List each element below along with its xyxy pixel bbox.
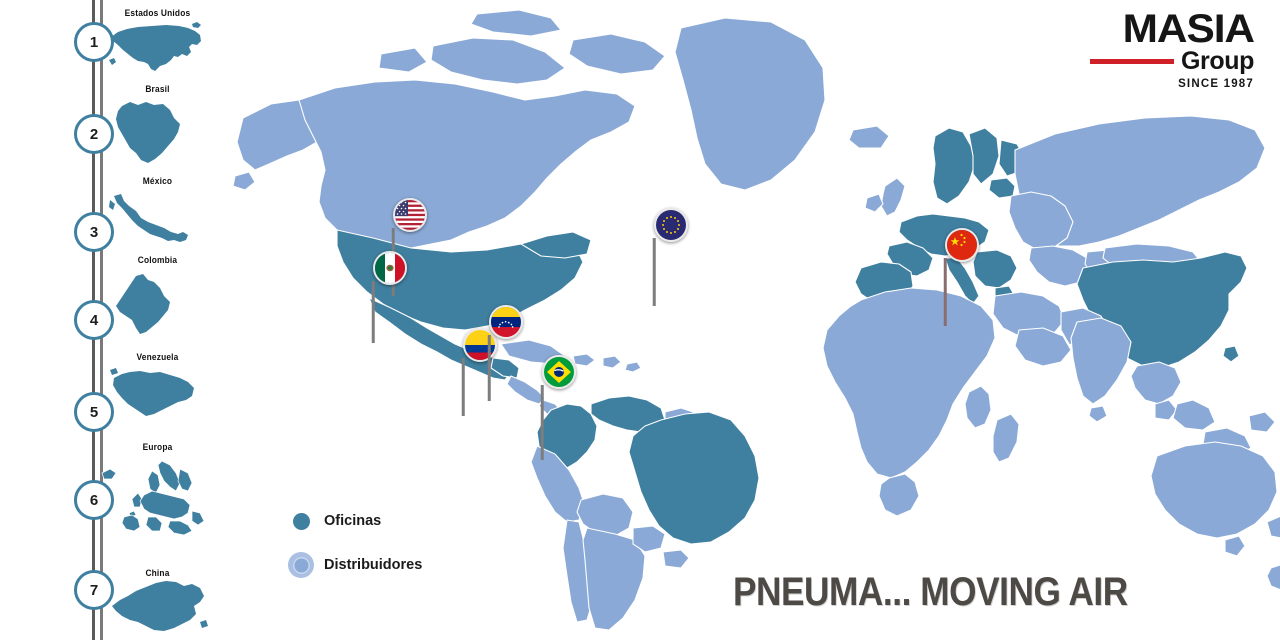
sidebar-label-mexico: México (142, 176, 173, 187)
sidebar-step-6[interactable]: 6 (74, 480, 114, 520)
sidebar-step-4[interactable]: 4 (74, 300, 114, 340)
legend-label-distribuidores: Distribuidores (324, 557, 423, 573)
europe-shape-icon (96, 455, 214, 537)
sidebar-step-3[interactable]: 3 (74, 212, 114, 252)
sidebar-label-estados-unidos: Estados Unidos (124, 8, 191, 19)
sidebar-label-china: China (145, 568, 170, 579)
sidebar-label-brasil: Brasil (145, 84, 170, 95)
flag-mexico-icon (373, 251, 407, 285)
pin-stick (487, 335, 491, 401)
logo-second-row: Group (1090, 49, 1254, 74)
mexico-shape-icon (108, 190, 194, 252)
logo-since-text: SINCE 1987 (1178, 78, 1254, 90)
world-map-container (225, 0, 1280, 640)
masia-group-logo: MASIA Group SINCE 1987 (1090, 9, 1255, 90)
brazil-shape-icon (108, 96, 188, 168)
pin-stick (461, 358, 465, 416)
legend-item-oficinas[interactable]: Oficinas (288, 508, 422, 534)
sidebar-step-number-4: 4 (89, 311, 99, 329)
sidebar-step-5[interactable]: 5 (74, 392, 114, 432)
logo-brand-text: MASIA (1122, 7, 1255, 51)
sidebar-step-7[interactable]: 7 (74, 570, 114, 610)
sidebar-step-number-7: 7 (89, 581, 99, 599)
logo-red-bar (1090, 59, 1174, 64)
pin-stick (943, 258, 947, 326)
flag-colombia-icon (463, 328, 497, 362)
sidebar-label-venezuela: Venezuela (136, 352, 179, 363)
flag-eu-icon (654, 208, 688, 242)
legend-label-oficinas: Oficinas (324, 513, 382, 529)
flag-brazil-icon (542, 355, 576, 389)
sidebar-step-1[interactable]: 1 (74, 22, 114, 62)
sidebar-label-europa: Europa (142, 442, 173, 453)
sidebar-label-colombia: Colombia (137, 255, 178, 266)
sidebar-step-number-6: 6 (89, 491, 99, 509)
pin-stick (540, 385, 544, 460)
china-shape-icon (104, 578, 210, 636)
sidebar-step-number-1: 1 (89, 33, 99, 51)
sidebar-step-2[interactable]: 2 (74, 114, 114, 154)
logo-group-text: Group (1181, 47, 1254, 75)
sidebar-step-number-2: 2 (89, 125, 99, 143)
sidebar-step-number-5: 5 (89, 403, 99, 421)
venezuela-shape-icon (108, 366, 200, 422)
legend-dot-oficinas-icon (288, 508, 314, 534)
world-map-svg (232, 9, 1280, 631)
legend-item-distribuidores[interactable]: Distribuidores (288, 552, 422, 578)
sidebar-step-number-3: 3 (89, 223, 99, 241)
pin-stick (371, 281, 375, 343)
legend-dot-distribuidores-icon (288, 552, 314, 578)
usa-shape-icon (108, 20, 204, 78)
pin-stick (652, 238, 656, 306)
tagline: PNEUMA... MOVING AIR (733, 570, 1128, 614)
country-timeline-sidebar: Estados Unidos 1 Brasil 2 México 3 (0, 0, 225, 640)
flag-usa-icon (393, 198, 427, 232)
colombia-shape-icon (108, 272, 178, 342)
flag-china-icon (945, 228, 979, 262)
map-legend: Oficinas Distribuidores (288, 508, 422, 596)
flag-venezuela-icon (489, 305, 523, 339)
